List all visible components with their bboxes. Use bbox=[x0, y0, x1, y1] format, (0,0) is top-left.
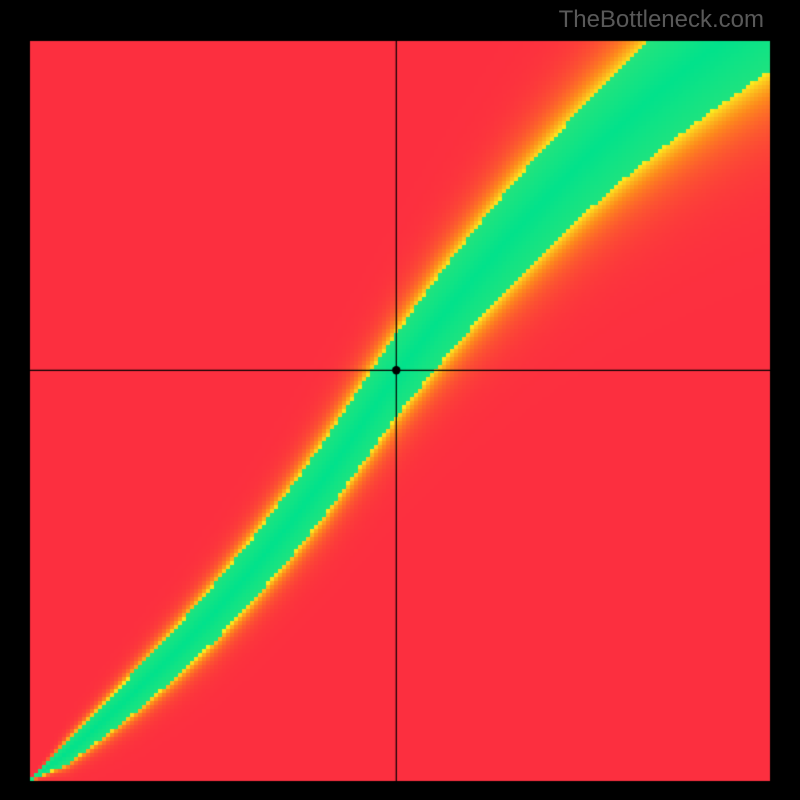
watermark-text: TheBottleneck.com bbox=[559, 6, 764, 34]
chart-container: TheBottleneck.com bbox=[0, 0, 800, 800]
bottleneck-heatmap bbox=[0, 0, 800, 800]
